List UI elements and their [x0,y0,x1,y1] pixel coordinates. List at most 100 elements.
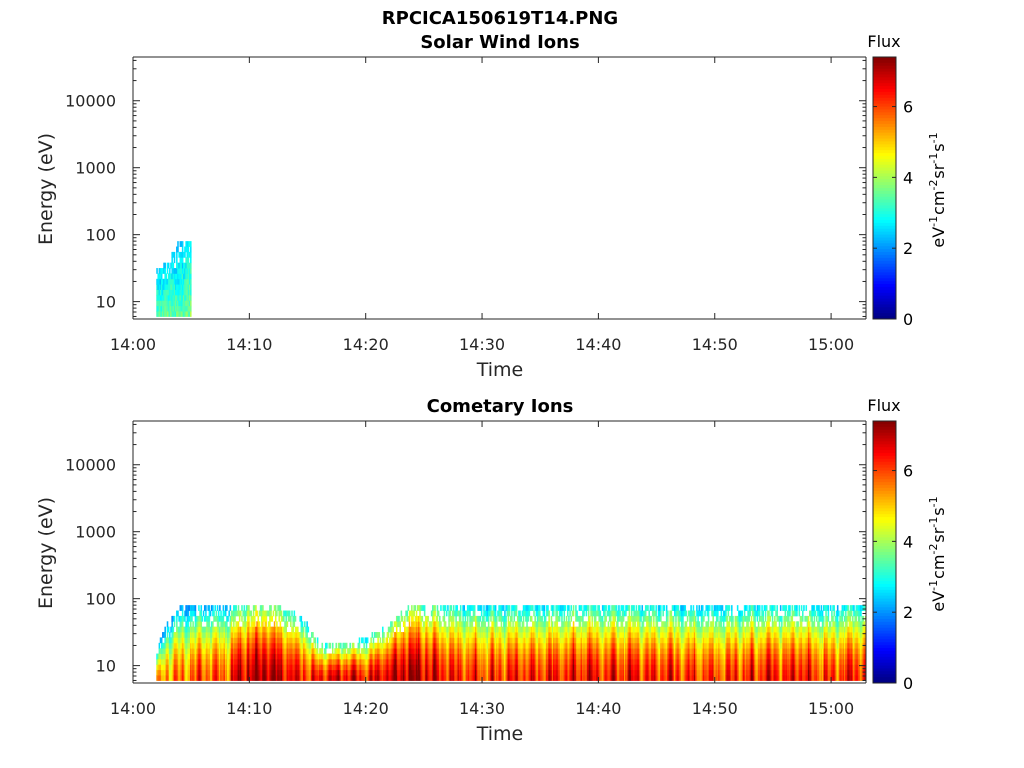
spectrogram-cell [170,664,172,671]
spectrogram-cell [201,653,204,660]
spectrogram-cell [444,605,447,611]
spectrogram-cell [496,664,498,671]
spectrogram-cell [294,637,297,644]
colorbar-segment [873,199,896,204]
spectrogram-cell [191,642,193,649]
spectrogram-cell [541,653,543,660]
spectrogram-cell [436,658,439,665]
spectrogram-cell [411,675,413,681]
spectrogram-cell [419,615,421,622]
spectrogram-cell [187,648,190,654]
spectrogram-cell [323,653,326,660]
spectrogram-cell [392,637,395,644]
spectrogram-cell [502,605,505,611]
spectrogram-cell [208,626,211,633]
spectrogram-cell [511,610,513,617]
spectrogram-cell [258,621,261,628]
spectrogram-cell [262,653,264,660]
spectrogram-cell [214,642,216,649]
spectrogram-cell [504,637,506,644]
spectrogram-cell [585,675,588,681]
spectrogram-cell [568,632,570,638]
spectrogram-cell [174,637,177,644]
spectrogram-cell [578,637,581,644]
spectrogram-cell [216,648,219,654]
spectrogram-cell [401,642,404,649]
spectrogram-cell [527,675,529,681]
spectrogram-cell [350,675,353,681]
spectrogram-cell [461,675,463,681]
spectrogram-cell [572,637,575,644]
spectrogram-cell [236,658,239,665]
spectrogram-cell [577,642,580,649]
spectrogram-cell [327,658,329,665]
spectrogram-cell [600,648,603,654]
spectrogram-cell [487,675,490,681]
spectrogram-cell [466,637,469,644]
spectrogram-cell [437,669,440,676]
spectrogram-cell [404,637,406,644]
spectrogram-cell [515,669,518,676]
spectrogram-cell [603,632,605,638]
spectrogram-cell [270,626,272,633]
spectrogram-cell [613,658,616,665]
spectrogram-cell [558,648,561,654]
spectrogram-cell [237,664,240,671]
spectrogram-cell [241,626,243,633]
spectrogram-cell [257,653,260,660]
spectrogram-cell [498,632,500,638]
spectrogram-cell [594,615,597,622]
spectrogram-cell [486,664,489,671]
spectrogram-cell [356,664,358,671]
spectrogram-cell [270,610,272,617]
spectrogram-cell [587,642,590,649]
spectrogram-cell [587,669,590,676]
spectrogram-cell [572,632,575,638]
spectrogram-cell [494,669,497,676]
spectrogram-cell [257,621,260,628]
spectrogram-cell [521,648,524,654]
spectrogram-cell [406,610,408,617]
spectrogram-cell [578,653,581,660]
spectrogram-cell [326,664,328,671]
spectrogram-cell [454,653,456,660]
spectrogram-cell [349,664,351,671]
spectrogram-cell [508,669,511,676]
spectrogram-cell [575,658,577,665]
spectrogram-cell [430,610,433,617]
spectrogram-cell [166,311,169,317]
spectrogram-cell [465,648,468,654]
spectrogram-cell [242,610,244,617]
spectrogram-cell [493,669,496,676]
spectrogram-cell [280,664,283,671]
spectrogram-cell [288,669,291,676]
spectrogram-cell [185,669,187,676]
spectrogram-cell [162,294,164,301]
spectrogram-cell [384,648,386,654]
spectrogram-cell [273,642,276,649]
spectrogram-cell [201,637,204,644]
spectrogram-cell [563,669,566,676]
spectrogram-cell [544,664,547,671]
spectrogram-cell [169,632,171,638]
spectrogram-cell [300,658,303,665]
spectrogram-cell [316,664,319,671]
spectrogram-cell [475,642,477,649]
spectrogram-cell [542,675,545,681]
spectrogram-cell [178,675,180,681]
spectrogram-cell [308,658,311,665]
spectrogram-cell [451,610,454,617]
spectrogram-cell [181,273,184,280]
spectrogram-cell [529,605,532,611]
spectrogram-cell [283,632,285,638]
spectrogram-cell [479,648,482,654]
spectrogram-cell [166,653,169,660]
spectrogram-cell [547,658,549,665]
spectrogram-cell [380,675,383,681]
spectrogram-cell [477,675,479,681]
spectrogram-cell [482,626,484,633]
spectrogram-cell [163,658,165,665]
spectrogram-cell [173,637,176,644]
spectrogram-cell [277,605,279,611]
spectrogram-cell [264,621,267,628]
